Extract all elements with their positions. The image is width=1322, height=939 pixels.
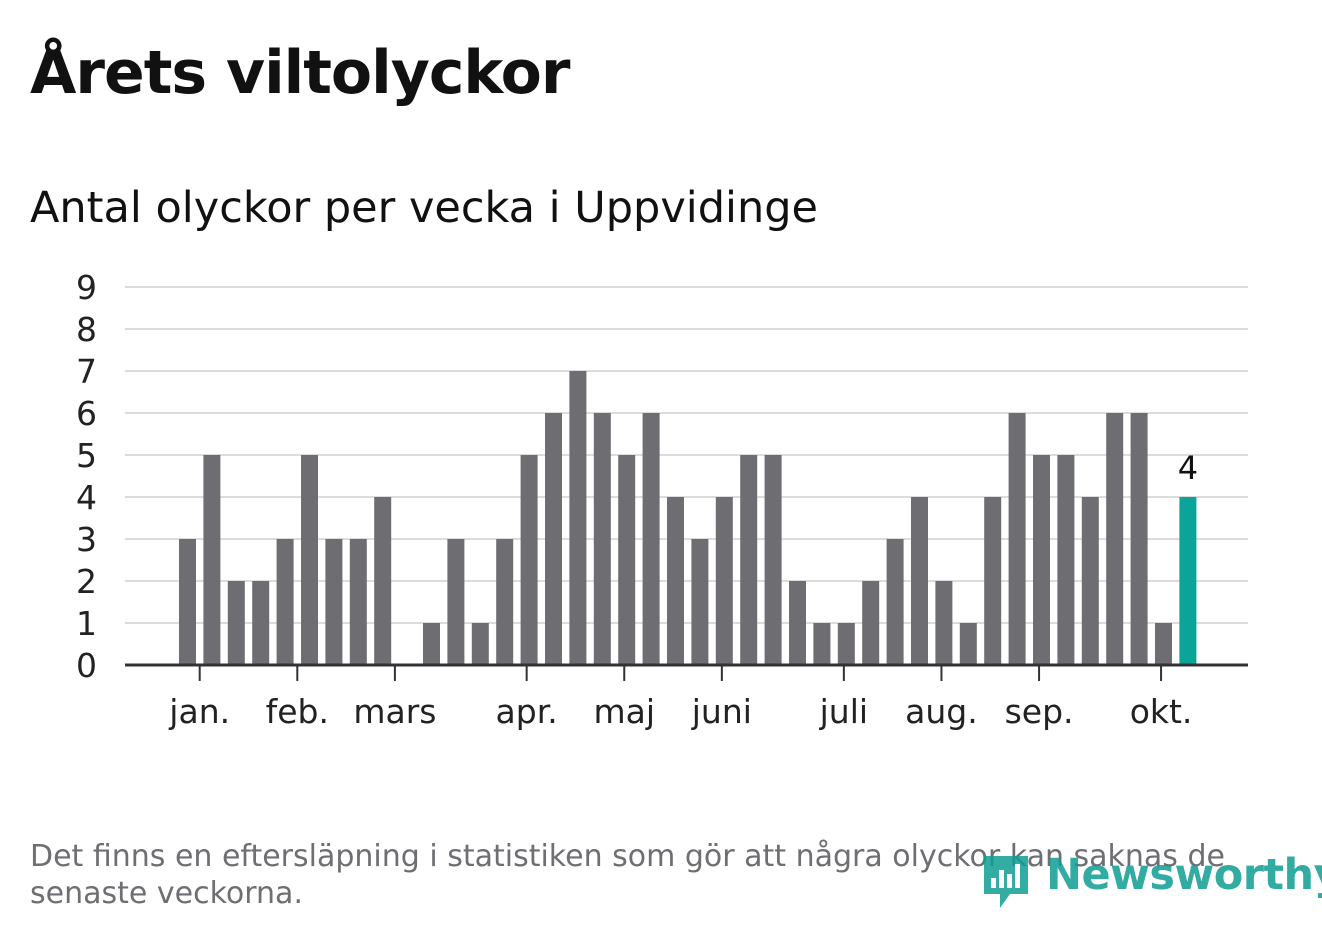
bar xyxy=(813,623,831,665)
bar xyxy=(715,497,733,665)
bar xyxy=(959,623,977,665)
highlight-value-label: 4 xyxy=(1178,449,1198,487)
bar xyxy=(496,539,514,665)
bar xyxy=(203,455,221,665)
bar xyxy=(740,455,758,665)
bar xyxy=(764,455,782,665)
bar-highlight xyxy=(1179,497,1197,665)
bar xyxy=(423,623,440,665)
y-tick-label: 9 xyxy=(76,268,97,307)
bar xyxy=(252,581,270,665)
bar xyxy=(374,497,392,665)
newsworthy-logo-text: Newsworthy xyxy=(1046,850,1322,900)
bar xyxy=(471,623,489,665)
y-tick-label: 2 xyxy=(76,562,97,601)
bar xyxy=(569,371,587,665)
newsworthy-logo-icon xyxy=(984,856,1028,908)
bar xyxy=(1106,413,1124,665)
bar xyxy=(227,581,245,665)
bar xyxy=(1008,413,1026,665)
bar xyxy=(642,413,660,665)
bar xyxy=(593,413,611,665)
x-tick-label: juli xyxy=(819,692,868,731)
x-tick-label: maj xyxy=(593,692,655,731)
x-tick-label: sep. xyxy=(1005,692,1074,731)
x-tick-label: apr. xyxy=(496,692,558,731)
bar xyxy=(1033,455,1050,665)
y-tick-label: 4 xyxy=(76,478,97,517)
bar xyxy=(862,581,880,665)
bar xyxy=(935,581,953,665)
bar xyxy=(789,581,806,665)
x-tick-label: feb. xyxy=(266,692,329,731)
bar xyxy=(691,539,709,665)
x-tick-label: aug. xyxy=(905,692,978,731)
bar xyxy=(1057,455,1075,665)
bar xyxy=(837,623,855,665)
chart-subtitle: Antal olyckor per vecka i Uppvidinge xyxy=(30,183,818,233)
bar xyxy=(545,413,562,665)
y-tick-label: 1 xyxy=(76,604,97,643)
bar xyxy=(618,455,636,665)
y-tick-label: 3 xyxy=(76,520,97,559)
bar xyxy=(276,539,294,665)
bar xyxy=(179,539,196,665)
y-tick-label: 7 xyxy=(76,352,97,391)
bar xyxy=(984,497,1002,665)
x-tick-label: mars xyxy=(353,692,436,731)
bar xyxy=(1155,623,1172,665)
x-tick-label: okt. xyxy=(1130,692,1193,731)
bar xyxy=(1081,497,1099,665)
bar xyxy=(325,539,343,665)
y-tick-label: 0 xyxy=(76,646,97,685)
x-tick-label: juni xyxy=(691,692,752,731)
bar xyxy=(349,539,367,665)
bar xyxy=(667,497,684,665)
bar xyxy=(911,497,928,665)
y-tick-label: 6 xyxy=(76,394,97,433)
bar xyxy=(301,455,318,665)
bar xyxy=(447,539,465,665)
bar xyxy=(886,539,904,665)
y-tick-label: 8 xyxy=(76,310,97,349)
newsworthy-logo: Newsworthy xyxy=(980,850,1322,910)
y-tick-label: 5 xyxy=(76,436,97,475)
x-tick-label: jan. xyxy=(168,692,230,731)
bar xyxy=(1130,413,1148,665)
bar xyxy=(520,455,538,665)
chart-title: Årets viltolyckor xyxy=(30,38,570,108)
